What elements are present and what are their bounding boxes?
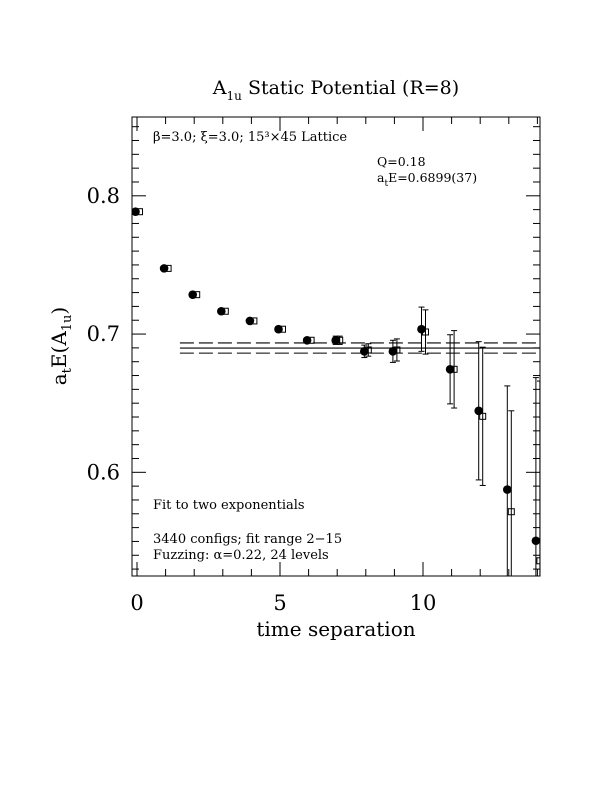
data-point-circle — [417, 324, 426, 334]
chart-title: A1u Static Potential (R=8) — [212, 77, 459, 103]
data-point-circle — [302, 335, 312, 345]
data-point-circle — [217, 306, 226, 316]
tick-labels: 0 5 10 0.6 0.7 0.8 — [87, 184, 437, 615]
data-point-circle — [188, 290, 197, 299]
data-point-circle — [388, 347, 398, 356]
data-point-circle — [360, 347, 369, 356]
fit-q-value: Q=0.18 — [377, 154, 426, 169]
data-point-circle — [159, 264, 169, 273]
x-axis-label: time separation — [256, 617, 415, 641]
data-point-circle — [445, 365, 455, 374]
lattice-label: β=3.0; ξ=3.0; 15³×45 Lattice — [153, 130, 347, 145]
fit-band — [179, 342, 540, 354]
data-point-square — [221, 307, 229, 315]
data-point-square — [136, 208, 143, 216]
fit-method-note: Fit to two exponentials — [153, 498, 305, 513]
y-tick-label: 0.7 — [87, 322, 120, 346]
data-point-square — [164, 264, 172, 272]
data-point-square — [279, 325, 286, 333]
data-point-circle — [274, 324, 283, 334]
data-point-square — [193, 291, 201, 299]
chart-title-subscript: 1u — [227, 89, 243, 103]
data-point-square — [507, 508, 515, 516]
fit-energy: atE=0.6899(37) — [377, 170, 477, 189]
x-tick-label: 5 — [273, 591, 286, 615]
data-point-square — [307, 336, 315, 344]
data-point-square — [393, 346, 401, 354]
fit-energy-subscript: t — [384, 179, 388, 189]
data-point-circle — [245, 316, 255, 326]
data-point-square — [450, 365, 458, 373]
data-points — [132, 207, 540, 576]
y-axis-label: atE(A1u) — [47, 307, 75, 386]
data-point-square — [336, 336, 344, 344]
data-point-circle — [531, 536, 540, 546]
data-point-square — [422, 328, 429, 336]
data-point-square — [536, 557, 540, 565]
fuzzing-note: Fuzzing: α=0.22, 24 levels — [153, 548, 329, 563]
data-point-circle — [331, 335, 341, 345]
data-point-square — [364, 346, 372, 354]
data-point-circle — [503, 485, 512, 494]
configs-note: 3440 configs; fit range 2−15 — [153, 532, 342, 547]
y-axis-label-sub-t: t — [60, 367, 75, 373]
data-point-circle — [132, 207, 140, 217]
x-tick-label: 0 — [130, 591, 143, 615]
y-tick-label: 0.8 — [87, 184, 120, 208]
data-point-square — [479, 412, 487, 420]
data-point-square — [250, 317, 258, 325]
y-tick-label: 0.6 — [87, 460, 120, 484]
y-axis-label-sub-1u: 1u — [60, 315, 75, 332]
plot-frame — [131, 116, 541, 577]
x-tick-label: 10 — [410, 591, 437, 615]
